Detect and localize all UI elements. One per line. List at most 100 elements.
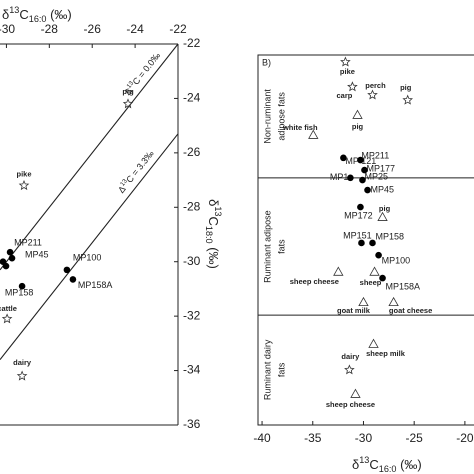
- star-point: [402, 94, 413, 105]
- star-point: [344, 364, 355, 375]
- region-label: Ruminant adipose: [262, 210, 272, 283]
- base: C: [206, 217, 221, 226]
- point-label: dairy: [13, 358, 32, 367]
- x-tick-label: -40: [253, 431, 271, 445]
- point-label: dairy: [341, 352, 360, 361]
- superscript: 13: [119, 177, 129, 187]
- region-label: Non-ruminant: [262, 89, 272, 144]
- point-label: pig: [122, 87, 134, 96]
- point-label: sheep milk: [366, 349, 406, 358]
- point-label: pig: [379, 204, 391, 213]
- triangle-point: [333, 266, 344, 276]
- point-label: perch: [365, 81, 386, 90]
- point-label: MP158A: [386, 281, 421, 291]
- y-tick-label: -26: [183, 145, 201, 159]
- star-point: [340, 56, 351, 67]
- x-tick-label: -30: [0, 22, 15, 36]
- unit: (‰): [206, 244, 221, 269]
- triangle-point: [358, 296, 369, 307]
- x-axis-label: δ13C16:0 (‰): [352, 455, 422, 474]
- delta: Δ: [116, 184, 128, 195]
- point-label: sheep cheese: [290, 277, 339, 286]
- x-tick-label: -26: [84, 22, 102, 36]
- region-label: fats: [276, 362, 286, 377]
- triangle-point: [350, 388, 361, 398]
- point-label: white fish: [282, 123, 318, 132]
- point-label: MP158: [375, 231, 404, 241]
- delta: Δ: [123, 86, 135, 97]
- x-tick-label: -22: [169, 22, 187, 36]
- region-label: adipose fats: [276, 92, 286, 141]
- star-point: [18, 179, 30, 191]
- superscript: 13: [9, 5, 19, 15]
- point-label: MP25: [364, 171, 388, 181]
- base: C: [369, 457, 378, 472]
- circle-point: [2, 262, 10, 270]
- circle-point: [361, 166, 368, 174]
- circle-point: [369, 239, 376, 247]
- y-tick-label: -36: [183, 417, 201, 431]
- region-label: Ruminant dairy: [262, 339, 272, 400]
- point-label: pike: [17, 169, 32, 178]
- y-tick-label: -22: [183, 36, 201, 50]
- point-label: MP100: [382, 256, 411, 266]
- unit: (‰): [396, 457, 421, 472]
- y-tick-label: -24: [183, 91, 201, 105]
- x-tick-label: -20: [456, 431, 474, 445]
- x-tick-label: -28: [41, 22, 59, 36]
- subscript: 16:0: [379, 464, 397, 474]
- star-point: [367, 89, 378, 100]
- panel-title: B): [262, 57, 271, 67]
- x-tick-label: -24: [126, 22, 144, 36]
- point-label: MP211: [14, 238, 42, 248]
- circle-point: [63, 266, 71, 274]
- point-label: MP45: [25, 250, 49, 260]
- unit: (‰): [46, 7, 71, 22]
- point-label: cattle: [0, 304, 17, 313]
- point-label: MP177: [366, 163, 395, 173]
- circle-point: [69, 276, 77, 283]
- star-point: [122, 98, 134, 109]
- point-label: carp: [336, 91, 352, 100]
- superscript: 13: [359, 455, 369, 465]
- x-tick-label: -35: [304, 431, 322, 445]
- subscript: 18:0: [204, 226, 214, 244]
- point-label: pig: [352, 122, 364, 131]
- star-point: [347, 81, 358, 92]
- star-point: [16, 370, 28, 381]
- y-tick-label: -34: [183, 363, 201, 377]
- point-label: pike: [340, 67, 355, 76]
- point-label: MP172: [344, 210, 373, 220]
- delta: δ: [2, 7, 9, 22]
- circle-point: [358, 239, 365, 247]
- reference-line: [0, 133, 179, 361]
- circle-point: [18, 282, 26, 290]
- circle-point: [8, 254, 16, 262]
- point-label: MP211: [361, 150, 389, 160]
- triangle-point: [352, 109, 363, 119]
- point-label: MP151: [343, 230, 372, 240]
- circle-point: [379, 274, 386, 282]
- circle-point: [340, 154, 347, 162]
- point-label: MP158: [5, 288, 34, 298]
- reference-line: [0, 43, 179, 271]
- y-tick-label: -28: [183, 199, 201, 213]
- point-label: MP1: [330, 172, 349, 182]
- base: C: [19, 7, 28, 22]
- triangle-point: [388, 296, 399, 307]
- circle-point: [6, 248, 14, 256]
- superscript: 13: [125, 79, 135, 89]
- point-label: MP100: [73, 252, 102, 262]
- triangle-point: [377, 211, 388, 221]
- subscript: 16:0: [29, 14, 47, 24]
- point-label: MP158A: [78, 280, 113, 290]
- x-axis-label: δ13C16:0 (‰): [2, 5, 72, 24]
- star-point: [1, 313, 13, 324]
- point-label: pig: [400, 83, 412, 92]
- y-tick-label: -32: [183, 308, 201, 322]
- region-label: fats: [276, 239, 286, 254]
- x-tick-label: -25: [406, 431, 424, 445]
- triangle-point: [368, 338, 379, 348]
- y-tick-label: -30: [183, 254, 201, 268]
